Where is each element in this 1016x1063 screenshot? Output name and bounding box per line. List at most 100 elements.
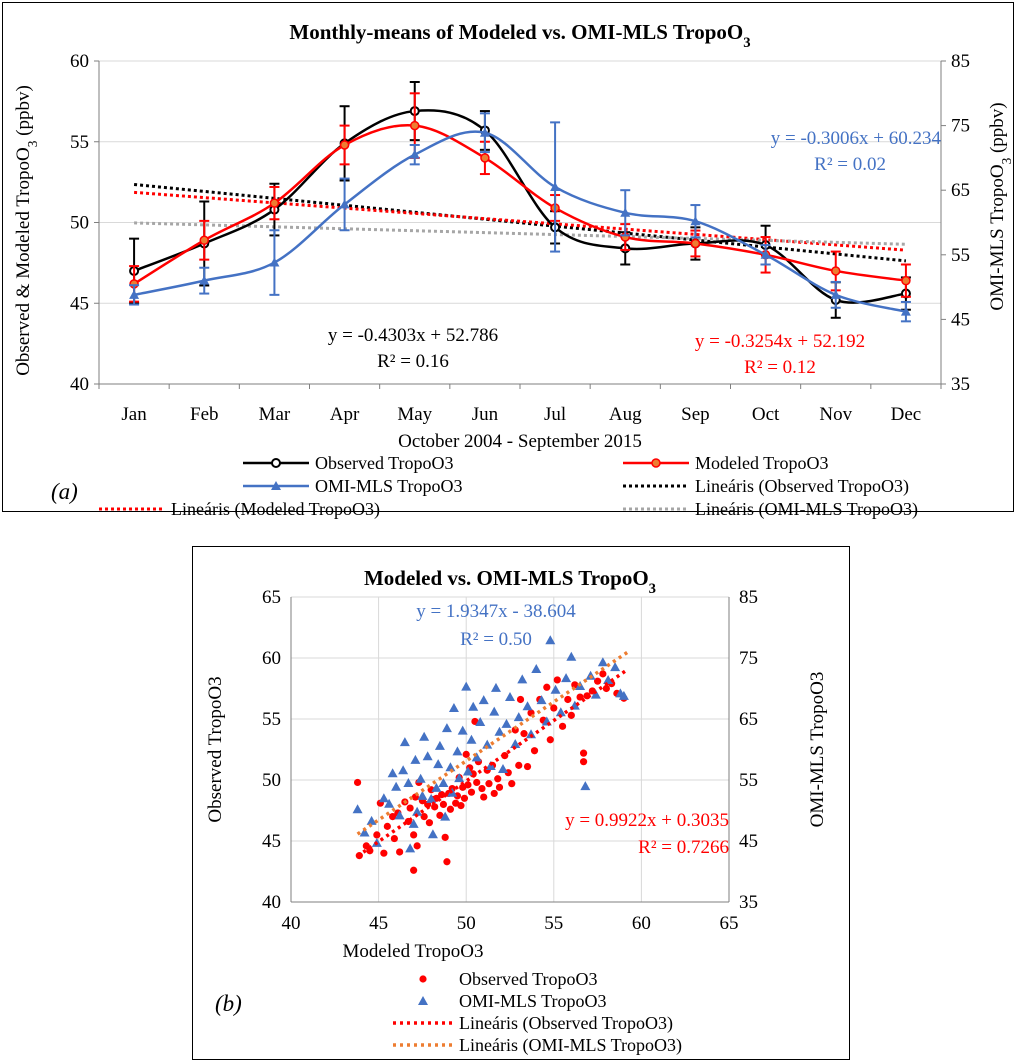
data-point: [479, 127, 490, 137]
trend-equation: y = 0.9922x + 0.3035: [565, 810, 729, 831]
chart-a-xlabel: October 2004 - September 2015: [398, 431, 642, 452]
data-point: [457, 802, 465, 810]
data-point: [441, 723, 452, 733]
chart-a-title: Monthly-means of Modeled vs. OMI-MLS Tro…: [289, 20, 750, 51]
data-point: [478, 695, 489, 705]
data-point: [831, 266, 841, 276]
data-point: [426, 793, 437, 803]
x-tick-label: Apr: [330, 404, 360, 425]
data-point: [473, 778, 481, 787]
data-point: [378, 793, 389, 803]
data-point: [558, 722, 567, 730]
data-point: [590, 689, 601, 699]
chart-a-canvas: Monthly-means of Modeled vs. OMI-MLS Tro…: [13, 20, 1014, 520]
legend-label: Lineáris (OMI-MLS TropoO3): [459, 1035, 682, 1056]
data-point: [433, 759, 444, 769]
data-point: [410, 754, 421, 764]
data-point: [471, 717, 479, 726]
data-point: [480, 153, 490, 163]
chart-b-ylabel: Observed TropoO3: [205, 676, 226, 822]
trend-r2: R² = 0.12: [744, 357, 816, 378]
data-point: [403, 778, 414, 788]
y-tick-label: 65: [262, 587, 281, 608]
data-point: [352, 804, 363, 814]
y2-tick-label: 85: [951, 51, 970, 72]
trendline-2: [134, 221, 906, 246]
data-point: [390, 834, 398, 843]
data-point: [269, 257, 280, 267]
data-point: [448, 703, 459, 713]
legend-label: Observed TropoO3: [315, 453, 454, 473]
chart-a-y2label-unit: (ppbv): [987, 102, 1008, 157]
data-point: [618, 690, 629, 700]
data-point: [440, 811, 451, 821]
data-point: [490, 789, 498, 798]
data-point: [420, 813, 428, 821]
chart-b-y2label: OMI-MLS TropoO3: [807, 672, 828, 828]
x-tick-label: 50: [457, 913, 476, 934]
y2-tick-label: 65: [739, 709, 758, 730]
chart-a-title-subscript: 3: [743, 35, 750, 51]
data-point: [579, 749, 588, 757]
data-point: [536, 695, 547, 705]
data-point: [546, 736, 554, 744]
data-point: [387, 768, 398, 778]
data-point: [408, 818, 419, 828]
data-point: [760, 249, 771, 259]
legend-label: Modeled TropoO3: [695, 453, 829, 473]
data-point: [489, 706, 500, 716]
x-tick-label: Oct: [752, 404, 780, 425]
data-point: [394, 810, 405, 820]
chart-a-y2label-subscript: 3: [999, 157, 1014, 164]
y2-tick-label: 35: [739, 892, 758, 913]
data-point: [580, 781, 591, 791]
panel-label-a: (a): [51, 479, 78, 504]
x-tick-label: Jun: [472, 404, 499, 425]
data-point: [566, 651, 577, 661]
y-tick-label: 40: [262, 892, 281, 913]
data-point: [900, 306, 911, 316]
trend-equation: y = 1.9347x - 38.604: [416, 601, 576, 622]
panel-label-b: (b): [215, 991, 242, 1016]
trendline-1: [356, 650, 629, 836]
trend-equation: y = -0.3006x + 60.234: [771, 128, 942, 149]
chart-b-canvas: Modeled vs. OMI-MLS TropoO3 40 45 50 55 60 65 4…: [205, 566, 828, 1056]
chart-b-title-subscript: 3: [649, 581, 656, 597]
data-point: [462, 766, 473, 776]
data-point: [495, 783, 504, 791]
data-point: [550, 704, 558, 712]
chart-a-ylabel-text: Observed & Modeled TropoO: [13, 147, 34, 376]
data-point: [199, 275, 210, 285]
chart-a-title-text: Monthly-means of Modeled vs. OMI-MLS Tro…: [289, 20, 743, 44]
y2-tick-label: 55: [951, 245, 970, 266]
y2-tick-label: 45: [951, 309, 970, 330]
data-point: [567, 711, 575, 719]
data-point: [199, 235, 209, 246]
legend-label: Lineáris (Observed TropoO3): [459, 1013, 673, 1034]
data-point: [475, 717, 486, 727]
x-tick-label: 55: [544, 913, 563, 934]
data-point: [478, 784, 486, 793]
trend-equation: y = -0.4303x + 52.786: [328, 325, 498, 346]
data-point: [576, 693, 584, 701]
x-tick-label: Dec: [891, 404, 922, 425]
chart-b-xlabel: Modeled TropoO3: [343, 941, 484, 962]
data-point: [353, 778, 362, 787]
data-point: [594, 677, 602, 685]
data-point: [471, 752, 482, 762]
data-point: [522, 701, 533, 711]
data-point: [513, 712, 524, 722]
data-point: [454, 773, 465, 783]
data-point: [380, 849, 388, 857]
x-tick-label: Jan: [121, 404, 147, 425]
x-tick-label: Jul: [544, 404, 566, 425]
legend-label: Observed TropoO3: [459, 969, 598, 989]
series-2: [129, 112, 911, 323]
chart-a-y2label-text: OMI-MLS TropoO: [987, 164, 1008, 310]
data-point: [438, 791, 446, 799]
data-point: [417, 790, 428, 800]
trend-r2: R² = 0.02: [814, 154, 886, 175]
data-point: [490, 682, 501, 692]
x-tick-label: May: [397, 404, 432, 425]
data-point: [599, 670, 607, 678]
